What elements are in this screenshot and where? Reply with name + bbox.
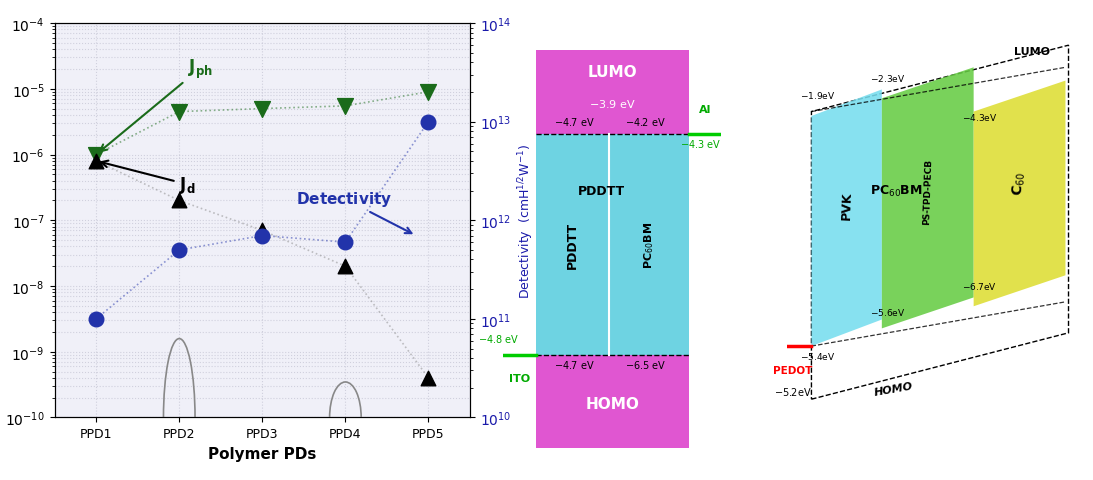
FancyBboxPatch shape [536,134,689,355]
Text: PDDTT: PDDTT [566,221,579,268]
Point [171,108,188,116]
Point [87,151,105,159]
Text: PVK: PVK [839,191,854,219]
FancyBboxPatch shape [536,50,689,134]
Text: $-6.5$ eV: $-6.5$ eV [625,359,667,371]
Point [420,119,437,126]
Point [87,315,105,323]
Text: $-5.6$eV: $-5.6$eV [870,306,906,317]
Text: $-1.9$eV: $-1.9$eV [800,90,835,101]
Text: PS-TPD-PECB: PS-TPD-PECB [922,159,933,225]
Text: $-5.2$eV: $-5.2$eV [774,385,812,397]
FancyBboxPatch shape [536,355,689,448]
Text: HOMO: HOMO [873,380,915,397]
Text: LUMO: LUMO [587,65,637,80]
Text: PC$_{60}$BM: PC$_{60}$BM [642,221,656,268]
Point [254,227,271,235]
Text: $\mathbf{J_d}$: $\mathbf{J_d}$ [102,161,196,195]
Text: $-4.3$ eV: $-4.3$ eV [680,138,721,150]
Text: HOMO: HOMO [585,396,639,411]
Point [337,103,354,110]
Polygon shape [811,90,882,347]
Text: $-4.3$eV: $-4.3$eV [962,112,998,123]
Text: PEDOT: PEDOT [774,365,813,375]
Text: $-6.7$eV: $-6.7$eV [963,280,997,291]
Y-axis label: Detectivity  (cmH$^{1/2}$W$^{-1}$): Detectivity (cmH$^{1/2}$W$^{-1}$) [517,144,537,298]
Point [254,232,271,240]
Point [171,197,188,205]
Text: Al: Al [698,104,712,114]
X-axis label: Polymer PDs: Polymer PDs [208,446,317,461]
Text: PDDTT: PDDTT [577,184,625,197]
Text: $-4.7$ eV: $-4.7$ eV [553,116,595,128]
Polygon shape [882,68,974,329]
Point [87,158,105,166]
Point [420,374,437,382]
Point [420,89,437,96]
Text: $-4.7$ eV: $-4.7$ eV [553,359,595,371]
Text: ITO: ITO [508,374,530,384]
Text: $-3.9$ eV: $-3.9$ eV [589,97,635,109]
Text: $-5.4$eV: $-5.4$eV [800,350,835,361]
Point [337,263,354,271]
Text: $-4.2$ eV: $-4.2$ eV [625,116,666,128]
Point [337,239,354,246]
Text: $\mathbf{J_{ph}}$: $\mathbf{J_{ph}}$ [101,58,212,152]
Text: $-4.8$ eV: $-4.8$ eV [478,332,519,344]
Point [171,247,188,254]
Text: PC$_{60}$BM: PC$_{60}$BM [870,183,922,198]
Polygon shape [974,82,1066,307]
Text: $\bf{Detectivity}$: $\bf{Detectivity}$ [295,190,411,234]
Text: $-2.3$eV: $-2.3$eV [870,72,906,84]
Text: LUMO: LUMO [1014,47,1049,57]
Text: C$_{60}$: C$_{60}$ [1011,171,1029,195]
Point [254,106,271,113]
